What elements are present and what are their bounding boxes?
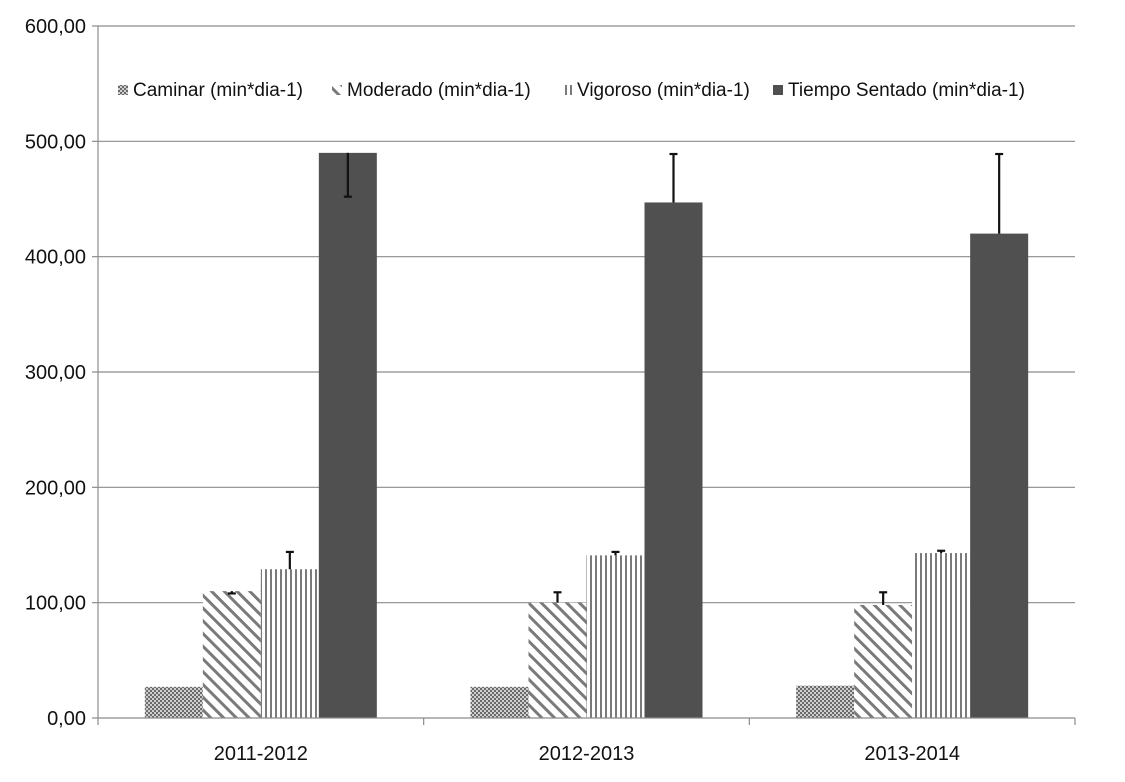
bar-solid-2013-2014: [970, 233, 1029, 718]
bar-vertical-2012-2013: [586, 555, 645, 718]
y-tick-label: 100,00: [25, 593, 86, 615]
legend-swatch-vertical: [562, 85, 572, 95]
legend-label: Caminar (min*dia-1): [133, 80, 303, 101]
legend-swatch-diagonal: [332, 85, 342, 95]
bar-crosshatch-2013-2014: [796, 685, 855, 718]
legend-swatch-solid: [773, 85, 783, 95]
y-tick-label: 200,00: [25, 477, 86, 499]
y-tick-label: 600,00: [25, 16, 86, 38]
bar-crosshatch-2011-2012: [144, 686, 203, 718]
bar-crosshatch-2012-2013: [470, 686, 529, 718]
y-tick-label: 0,00: [47, 708, 86, 730]
axes: 0,00 100,00 200,00 300,00 400,00 500,00 600,00…: [25, 16, 1076, 765]
bar-vertical-2011-2012: [260, 569, 319, 718]
x-tick-label: 2013-2014: [864, 743, 960, 765]
bar-diagonal-2011-2012: [202, 591, 261, 718]
legend-label: Vigoroso (min*dia-1): [577, 80, 750, 101]
x-tick-label: 2012-2013: [539, 743, 635, 765]
legend: Caminar (min*dia-1) Moderado (min*dia-1) V…: [118, 80, 1025, 101]
error-bars: [227, 152, 1004, 605]
bar-solid-2011-2012: [318, 152, 377, 718]
y-tick-label: 500,00: [25, 131, 86, 153]
x-tick-label: 2011-2012: [214, 743, 308, 765]
bar-vertical-2013-2014: [912, 553, 971, 718]
bar-diagonal-2012-2013: [528, 602, 587, 718]
gridlines: [98, 25, 1075, 604]
legend-label: Tiempo Sentado (min*dia-1): [788, 80, 1025, 101]
bars: [144, 152, 1029, 718]
bar-solid-2012-2013: [644, 202, 703, 718]
legend-label: Moderado (min*dia-1): [347, 80, 531, 101]
y-tick-label: 300,00: [25, 362, 86, 384]
legend-swatch-crosshatch: [118, 85, 128, 95]
y-tick-label: 400,00: [25, 247, 86, 269]
bar-diagonal-2013-2014: [854, 604, 913, 718]
